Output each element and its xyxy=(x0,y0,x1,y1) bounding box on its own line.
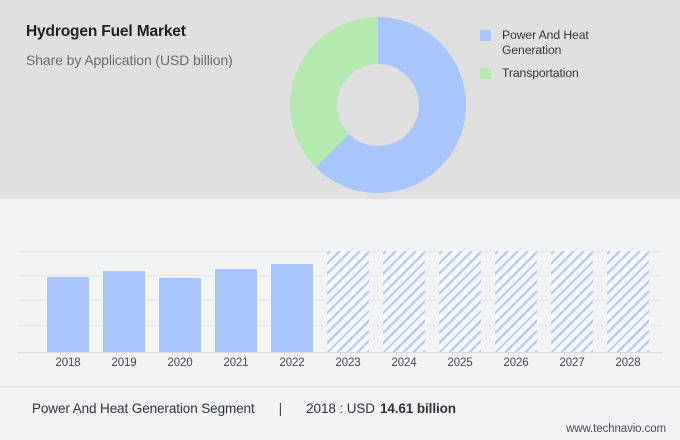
donut-chart xyxy=(289,17,466,194)
bar-2018[interactable] xyxy=(47,277,89,352)
x-tick-label: 2026 xyxy=(503,357,529,369)
legend-item-transportation[interactable]: Transportation xyxy=(480,66,670,81)
page-title: Hydrogen Fuel Market xyxy=(26,23,186,40)
bar-chart-plot-area xyxy=(17,231,663,353)
title-block: Hydrogen Fuel Market Share by Applicatio… xyxy=(26,22,296,70)
legend-swatch-icon xyxy=(480,68,491,79)
page-subtitle: Share by Application (USD billion) xyxy=(26,52,233,68)
bar-2026[interactable] xyxy=(495,251,537,352)
footer-caption: Power And Heat Generation Segment | 2018… xyxy=(32,400,456,416)
bar-2025[interactable] xyxy=(439,251,481,352)
x-tick-label: 2025 xyxy=(447,357,473,369)
legend-item-label: Power And Heat Generation xyxy=(502,28,589,57)
legend-item-label: Transportation xyxy=(502,66,579,80)
x-tick-label: 2022 xyxy=(279,357,305,369)
x-tick-label: 2019 xyxy=(111,357,137,369)
x-tick-label: 2028 xyxy=(615,357,641,369)
donut-slice-transportation[interactable] xyxy=(289,17,378,168)
legend: Power And Heat Generation Transportation xyxy=(480,28,670,90)
bar-2021[interactable] xyxy=(215,269,257,352)
footer-value: 14.61 billion xyxy=(379,401,456,416)
x-tick-label: 2027 xyxy=(559,357,585,369)
footer-segment-label: Power And Heat Generation Segment xyxy=(32,401,255,416)
x-tick-label: 2021 xyxy=(223,357,249,369)
bar-2023[interactable] xyxy=(327,251,369,352)
bar-2019[interactable] xyxy=(103,271,145,352)
x-tick-label: 2020 xyxy=(167,357,193,369)
x-axis-tick-labels: 2018 2019 2020 2021 2022 2023 2024 2025 … xyxy=(17,357,663,375)
bar-series-power-and-heat-generation xyxy=(17,231,663,353)
legend-item-power-and-heat-generation[interactable]: Power And Heat Generation xyxy=(480,28,670,57)
footer-url: www.technavio.com xyxy=(566,423,666,435)
footer-value-prefix: 2018 : USD xyxy=(306,401,375,416)
x-tick-label: 2024 xyxy=(391,357,417,369)
bar-2020[interactable] xyxy=(159,278,201,352)
bar-2028[interactable] xyxy=(607,251,649,352)
footer: Power And Heat Generation Segment | 2018… xyxy=(0,387,680,440)
bar-2022[interactable] xyxy=(271,264,313,352)
legend-swatch-icon xyxy=(480,30,491,41)
donut-chart-svg xyxy=(289,17,466,194)
bar-2024[interactable] xyxy=(383,251,425,352)
x-tick-label: 2023 xyxy=(335,357,361,369)
bar-2027[interactable] xyxy=(551,251,593,352)
donut-slice-power-and-heat-generation[interactable] xyxy=(315,17,466,194)
footer-divider xyxy=(0,386,680,387)
x-axis-line xyxy=(17,352,663,353)
x-tick-label: 2018 xyxy=(55,357,81,369)
header-panel: Hydrogen Fuel Market Share by Applicatio… xyxy=(0,0,680,199)
footer-separator: | xyxy=(278,400,283,416)
